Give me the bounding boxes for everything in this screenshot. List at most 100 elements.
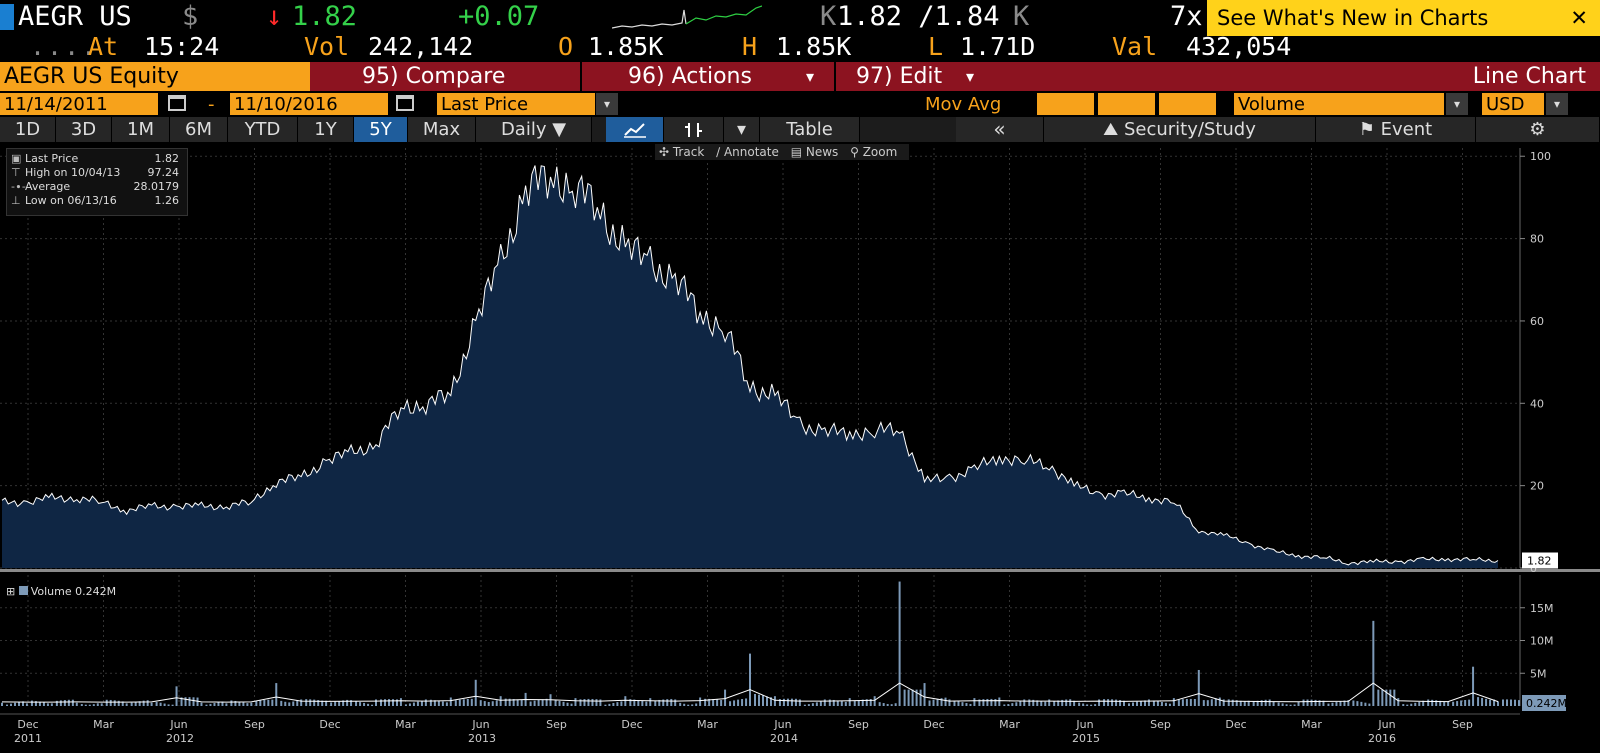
volume-bar xyxy=(1397,698,1400,706)
volume-bar xyxy=(1136,701,1138,706)
currency-select[interactable]: USD xyxy=(1482,93,1544,115)
x-axis-year-label: 2013 xyxy=(468,732,496,745)
period-6m[interactable]: 6M xyxy=(170,117,228,142)
chevron-down-icon[interactable]: ▾ xyxy=(596,93,618,115)
end-calendar-icon[interactable] xyxy=(396,95,414,111)
chevron-down-icon[interactable]: ▾ xyxy=(1446,93,1468,115)
volume-bar xyxy=(823,699,826,706)
mov-avg-field-1[interactable] xyxy=(1037,93,1094,115)
period-3d[interactable]: 3D xyxy=(56,117,112,142)
security-field[interactable]: AEGR US Equity xyxy=(0,62,310,91)
volume-bar xyxy=(674,699,677,706)
volume-bar xyxy=(130,702,133,706)
period-max[interactable]: Max xyxy=(408,117,476,142)
edit-button[interactable]: 97) Edit xyxy=(856,64,943,89)
volume-bar xyxy=(1011,703,1014,706)
x-axis-month-label: Dec xyxy=(319,718,340,731)
period-5y[interactable]: 5Y xyxy=(354,117,408,142)
expand-icon: ⊞ xyxy=(6,585,19,598)
zoom-tool[interactable]: ⚲ Zoom xyxy=(850,145,898,159)
edit-dropdown-icon[interactable]: ▾ xyxy=(966,67,975,86)
event-button[interactable]: ⚑ Event xyxy=(1316,117,1476,142)
chevron-down-icon[interactable]: ▾ xyxy=(1546,93,1568,115)
price-legend[interactable]: ▣ Last Price 1.82 ⊤ High on 10/04/13 97.24 -… xyxy=(6,148,188,216)
actions-dropdown-icon[interactable]: ▾ xyxy=(806,67,815,86)
track-tool[interactable]: ✣ Track xyxy=(659,145,705,159)
ohlc-bars-icon[interactable] xyxy=(664,117,724,142)
volume-bar xyxy=(334,701,337,706)
mov-avg-field-2[interactable] xyxy=(1098,93,1155,115)
price-field-select[interactable]: Last Price xyxy=(437,93,595,115)
volume-bar xyxy=(911,689,914,706)
start-calendar-icon[interactable] xyxy=(168,95,186,111)
volume-bar xyxy=(624,696,627,706)
mov-avg-field-3[interactable] xyxy=(1159,93,1216,115)
close-icon[interactable]: ✕ xyxy=(1570,6,1588,30)
volume-bar xyxy=(828,699,831,706)
volume-bar xyxy=(1514,699,1516,706)
volume-bar xyxy=(666,699,669,706)
volume-bar xyxy=(612,702,615,706)
volume-bar xyxy=(14,702,16,706)
volume-bar xyxy=(142,700,145,706)
ticker-symbol[interactable]: AEGR US xyxy=(18,1,132,32)
volume-bar xyxy=(296,700,299,706)
volume-bar xyxy=(433,700,436,706)
volume-bar xyxy=(1447,701,1450,706)
volume-bar xyxy=(745,698,748,706)
period-1d[interactable]: 1D xyxy=(0,117,56,142)
table-button[interactable]: Table xyxy=(760,117,860,142)
frequency-select[interactable]: Daily ▼ xyxy=(476,117,592,142)
x-axis-month-label: Jun xyxy=(773,718,791,731)
volume-bar xyxy=(209,703,212,706)
volume-bar xyxy=(1214,698,1217,706)
line-chart-icon[interactable] xyxy=(606,117,664,142)
x-axis-year-label: 2014 xyxy=(770,732,798,745)
start-date-field[interactable]: 11/14/2011 xyxy=(0,93,158,115)
collapse-panel-button[interactable]: « xyxy=(956,117,1044,142)
chart-tools-strip: ✣ Track ∕ Annotate ▤ News ⚲ Zoom xyxy=(655,144,910,160)
average-marker-icon: -∙- xyxy=(11,180,26,193)
chart-style-dropdown[interactable]: ▾ xyxy=(724,117,760,142)
x-axis-month-label: Jun xyxy=(1075,718,1093,731)
whats-new-label[interactable]: See What's New in Charts xyxy=(1217,6,1489,30)
volume-bar xyxy=(246,703,249,706)
annotate-tool[interactable]: ∕ Annotate xyxy=(716,145,779,159)
compare-button[interactable]: 95) Compare xyxy=(362,64,506,89)
volume-bar xyxy=(869,699,872,706)
legend-average-label: Average xyxy=(25,180,71,193)
volume-bar xyxy=(1252,701,1255,706)
whats-new-banner[interactable]: See What's New in Charts ✕ xyxy=(1207,0,1600,36)
volume-bar xyxy=(1069,699,1072,706)
volume-bar xyxy=(429,699,432,706)
volume-bar xyxy=(371,704,374,706)
volume-bar xyxy=(986,698,989,706)
period-1y[interactable]: 1Y xyxy=(298,117,354,142)
end-date-field[interactable]: 11/10/2016 xyxy=(230,93,388,115)
high-label: H xyxy=(742,32,758,61)
volume-bar xyxy=(1193,699,1196,706)
gear-icon[interactable]: ⚙ xyxy=(1476,117,1600,142)
volume-bar xyxy=(1181,699,1184,706)
lower-study-select[interactable]: Volume xyxy=(1234,93,1444,115)
news-tool[interactable]: ▤ News xyxy=(790,145,839,159)
x-axis-month-label: Jun xyxy=(169,718,187,731)
price-volume-chart[interactable]: 0204060801001.825M10M15M0.242MDecMarJunS… xyxy=(0,142,1600,753)
volume-bar xyxy=(1331,702,1334,706)
volume-bar xyxy=(367,703,370,706)
intraday-sparkline xyxy=(612,5,762,29)
volume-bar xyxy=(238,701,241,706)
actions-button[interactable]: 96) Actions xyxy=(628,64,752,89)
volume-bar xyxy=(766,696,768,706)
volume-legend-label: Volume 0.242M xyxy=(30,585,117,598)
volume-bar xyxy=(1443,701,1446,706)
period-1m[interactable]: 1M xyxy=(112,117,170,142)
volume-bar xyxy=(599,699,602,706)
volume-bar xyxy=(1103,699,1106,706)
volume-bar xyxy=(1272,701,1275,706)
volume-bar xyxy=(200,702,203,706)
security-study-button[interactable]: ⛰︎ Security/Study xyxy=(1044,117,1316,142)
volume-legend[interactable]: ⊞ Volume 0.242M xyxy=(6,584,126,600)
x-axis-month-label: Mar xyxy=(93,718,114,731)
period-ytd[interactable]: YTD xyxy=(228,117,298,142)
